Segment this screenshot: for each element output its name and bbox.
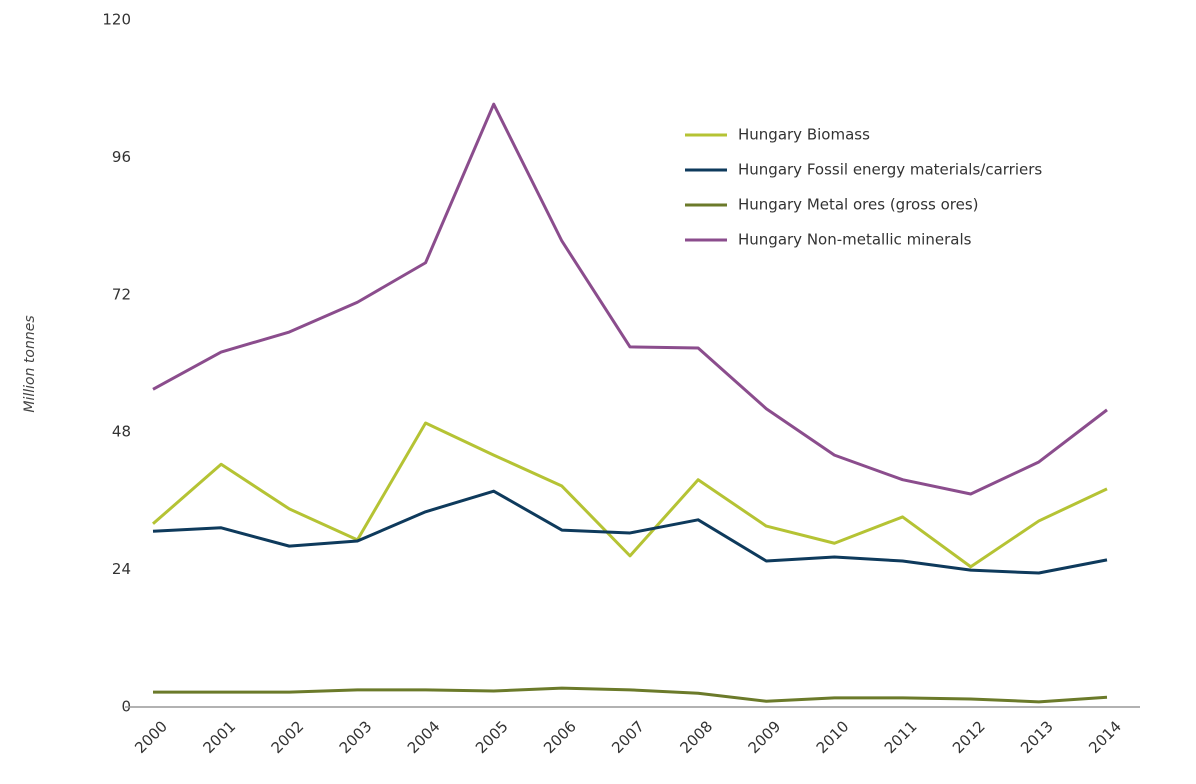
series-line [153, 686, 1108, 704]
x-tick-label: 2014 [1085, 717, 1125, 757]
x-tick-label: 2006 [540, 717, 580, 757]
series-line [152, 489, 1108, 575]
series-line [152, 421, 1108, 569]
x-tick-label: 2004 [404, 717, 444, 757]
y-tick-label: 48 [112, 423, 131, 441]
x-tick-label: 2010 [813, 717, 853, 757]
x-tick-label: 2011 [881, 717, 921, 757]
legend-label: Hungary Biomass [738, 126, 870, 144]
x-tick-label: 2008 [676, 717, 716, 757]
x-tick-label: 2013 [1017, 717, 1057, 757]
series-line [152, 102, 1108, 496]
y-tick-label: 24 [112, 560, 131, 578]
legend-label: Hungary Fossil energy materials/carriers [738, 161, 1042, 179]
y-tick-label: 72 [112, 285, 131, 303]
x-tick-label: 2000 [131, 717, 171, 757]
y-tick-label: 96 [112, 148, 131, 166]
x-tick-label: 2005 [472, 717, 512, 757]
y-tick-label: 120 [102, 11, 131, 29]
x-tick-label: 2002 [268, 717, 308, 757]
legend-label: Hungary Non-metallic minerals [738, 231, 972, 249]
x-tick-label: 2007 [608, 717, 648, 757]
x-tick-label: 2009 [745, 717, 785, 757]
y-axis-label: Million tonnes [22, 315, 38, 412]
legend-label: Hungary Metal ores (gross ores) [738, 196, 979, 214]
x-tick-label: 2003 [336, 717, 376, 757]
x-tick-label: 2012 [949, 717, 989, 757]
x-tick-label: 2001 [199, 717, 239, 757]
